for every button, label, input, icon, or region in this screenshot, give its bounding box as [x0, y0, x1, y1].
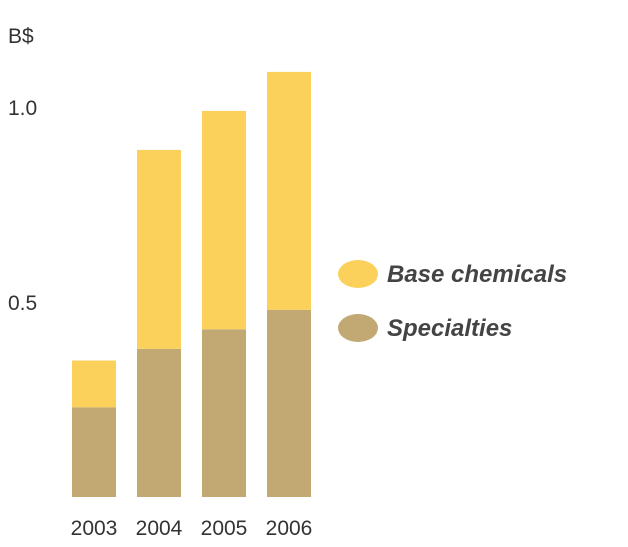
- bar-specialties-2003: [72, 407, 116, 497]
- legend-swatch: [338, 314, 378, 342]
- legend: Base chemicals Specialties: [338, 260, 567, 342]
- bar-specialties-2006: [267, 309, 311, 497]
- unit-label: B$: [8, 25, 34, 48]
- x-axis-ticks: 2003 2004 2005 2006: [71, 517, 313, 540]
- x-tick-label: 2005: [201, 517, 248, 540]
- x-tick-label: 2004: [136, 517, 183, 540]
- y-tick-label: 1.0: [8, 97, 37, 120]
- y-tick-label: 0.5: [8, 292, 37, 315]
- bar-specialties-2005: [202, 329, 246, 497]
- bar-specialties-2004: [137, 348, 181, 497]
- x-tick-label: 2003: [71, 517, 118, 540]
- x-tick-label: 2006: [266, 517, 313, 540]
- bar-base-chemicals-2005: [202, 110, 246, 330]
- legend-label: Specialties: [387, 315, 512, 342]
- bar-base-chemicals-2004: [137, 149, 181, 349]
- y-axis-ticks: 0.5 1.0: [8, 97, 37, 315]
- bars: [72, 71, 311, 497]
- bar-base-chemicals-2003: [72, 360, 116, 408]
- bar-base-chemicals-2006: [267, 71, 311, 310]
- legend-label: Base chemicals: [387, 261, 567, 288]
- legend-swatch: [338, 260, 378, 288]
